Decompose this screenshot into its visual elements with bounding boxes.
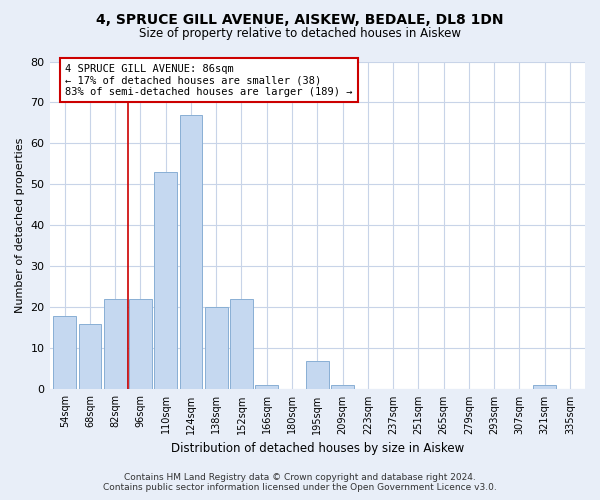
X-axis label: Distribution of detached houses by size in Aiskew: Distribution of detached houses by size …	[170, 442, 464, 455]
Bar	[104, 299, 127, 390]
Bar	[129, 299, 152, 390]
Bar	[331, 386, 354, 390]
Text: 4, SPRUCE GILL AVENUE, AISKEW, BEDALE, DL8 1DN: 4, SPRUCE GILL AVENUE, AISKEW, BEDALE, D…	[96, 12, 504, 26]
Bar	[53, 316, 76, 390]
Bar	[205, 308, 227, 390]
Y-axis label: Number of detached properties: Number of detached properties	[15, 138, 25, 313]
Bar	[533, 386, 556, 390]
Bar	[230, 299, 253, 390]
Text: 4 SPRUCE GILL AVENUE: 86sqm
← 17% of detached houses are smaller (38)
83% of sem: 4 SPRUCE GILL AVENUE: 86sqm ← 17% of det…	[65, 64, 353, 96]
Text: Size of property relative to detached houses in Aiskew: Size of property relative to detached ho…	[139, 28, 461, 40]
Bar	[256, 386, 278, 390]
Bar	[79, 324, 101, 390]
Bar	[306, 360, 329, 390]
Bar	[179, 115, 202, 390]
Text: Contains HM Land Registry data © Crown copyright and database right 2024.
Contai: Contains HM Land Registry data © Crown c…	[103, 473, 497, 492]
Bar	[154, 172, 177, 390]
